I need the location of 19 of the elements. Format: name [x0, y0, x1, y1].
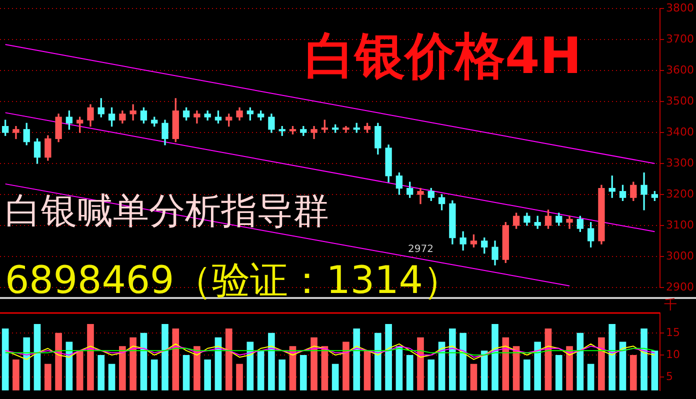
y-tick-label: 3000 — [666, 249, 694, 262]
y-tick-label: 3200 — [666, 187, 694, 200]
y-tick-label: 5 — [666, 370, 673, 383]
y-tick-label: 3700 — [666, 32, 694, 46]
y-tick-label: 3100 — [666, 218, 694, 232]
y-tick-label: 3400 — [666, 125, 694, 138]
y-tick-label: 10 — [666, 348, 680, 361]
y-axis-title: 千 — [664, 298, 677, 314]
y-tick-label: 15 — [666, 326, 680, 339]
y-tick-label: 3600 — [666, 63, 694, 76]
y-tick-label: 2900 — [666, 280, 694, 294]
chart-title: 白银价格4H — [305, 26, 582, 86]
y-tick-label: 3800 — [666, 1, 694, 14]
annotation: 2972 — [408, 244, 434, 256]
y-tick-label: 3500 — [666, 94, 694, 108]
candlestick — [130, 104, 136, 120]
y-tick-label: 3300 — [666, 156, 694, 170]
candlestick — [417, 188, 424, 204]
annotation: 6898469（验证：1314） — [5, 258, 461, 304]
